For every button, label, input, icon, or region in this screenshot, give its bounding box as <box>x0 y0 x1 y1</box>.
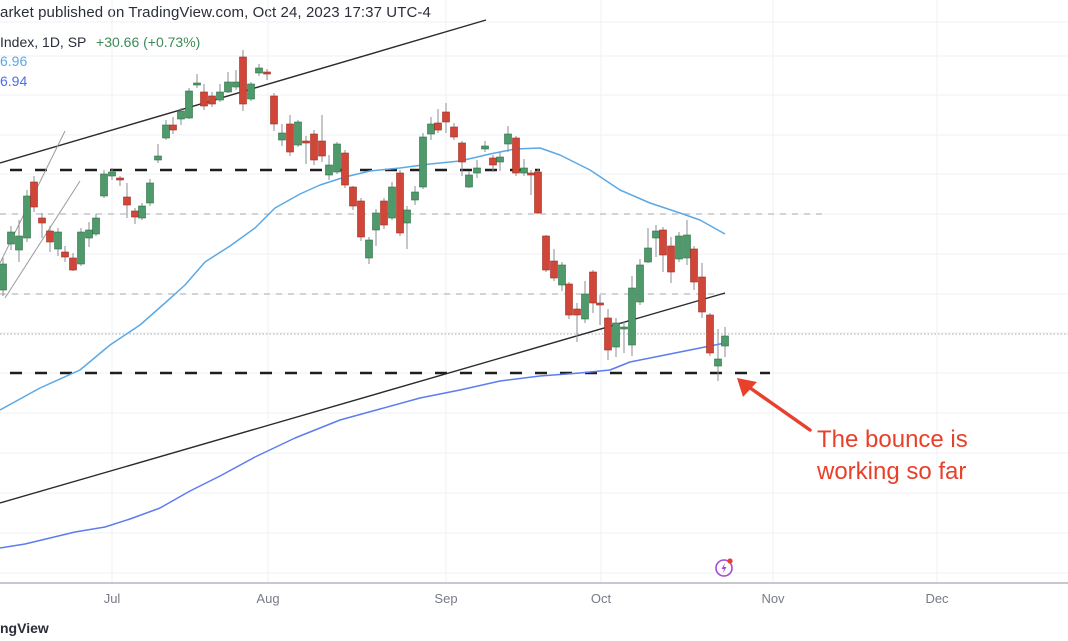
x-tick-jul: Jul <box>103 591 121 606</box>
annotation-text: The bounce is working so far <box>817 424 968 488</box>
annotation-line-2: working so far <box>817 458 967 485</box>
x-tick-sep: Sep <box>434 591 458 606</box>
annotation-arrow <box>737 378 812 432</box>
symbol-legend[interactable]: Index, 1D, SP +30.66 (+0.73%) <box>0 34 200 50</box>
candlesticks <box>0 50 729 381</box>
chart-grid <box>0 0 1068 583</box>
x-tick-oct: Oct <box>590 591 612 606</box>
tradingview-brand[interactable]: ngView <box>0 620 49 636</box>
lightning-bolt-icon[interactable] <box>714 557 734 577</box>
moving-averages <box>0 147 726 549</box>
published-header: arket published on TradingView.com, Oct … <box>0 4 431 21</box>
horizontal-levels <box>0 168 1068 375</box>
x-tick-dec: Dec <box>925 591 949 606</box>
x-tick-aug: Aug <box>256 591 280 606</box>
x-tick-nov: Nov <box>761 591 785 606</box>
ma-fast-value[interactable]: 6.96 <box>0 53 28 69</box>
annotation-line-1: The bounce is <box>817 426 968 453</box>
ma-slow-value[interactable]: 6.94 <box>0 73 28 89</box>
trend-lines <box>0 19 726 504</box>
price-change: +30.66 (+0.73%) <box>96 34 201 50</box>
symbol-label: Index, 1D, SP <box>0 34 87 50</box>
